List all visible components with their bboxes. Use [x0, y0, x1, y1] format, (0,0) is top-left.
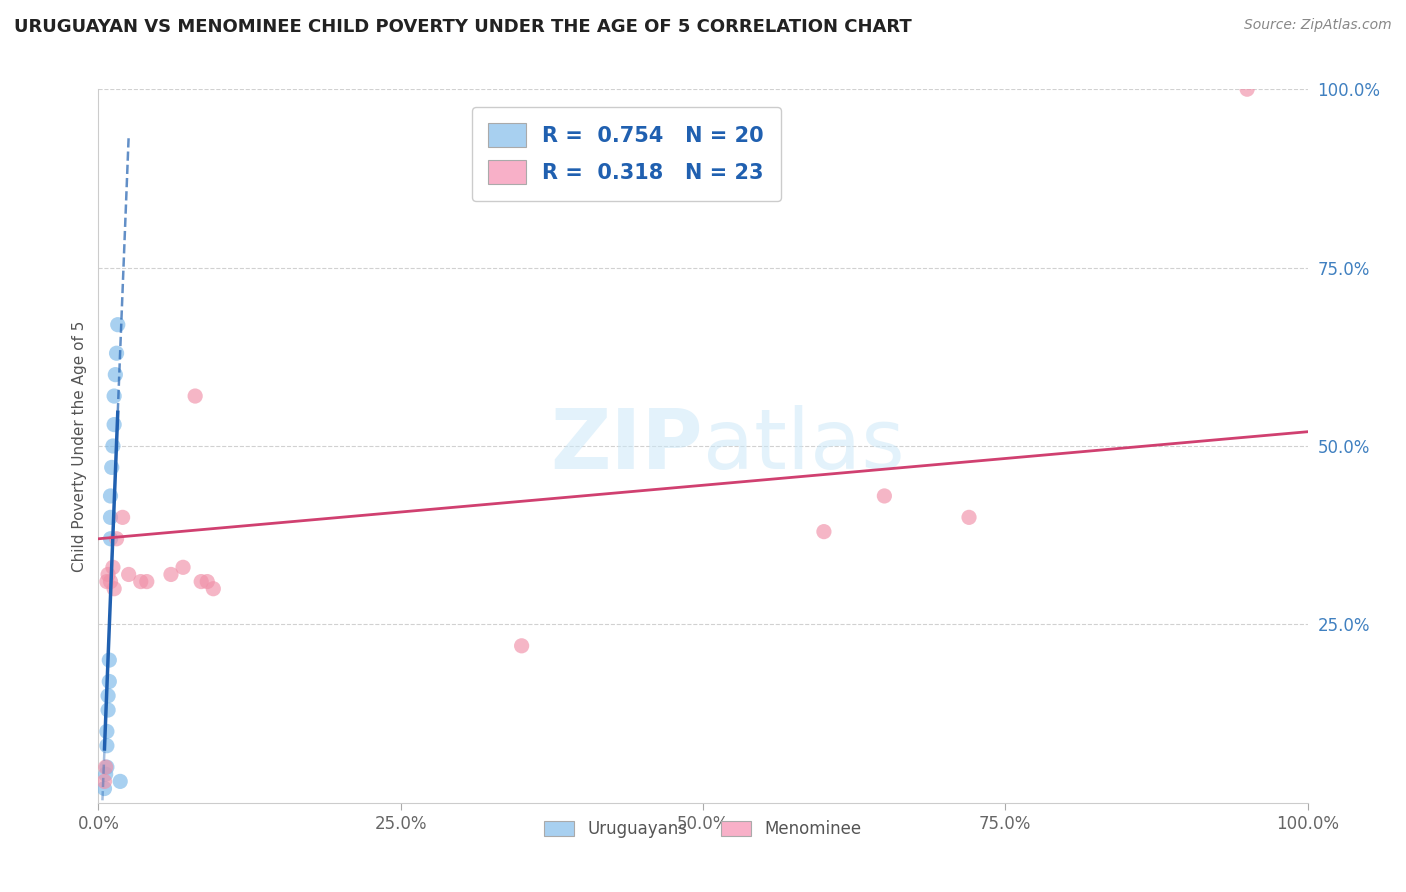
Point — [104, 368, 127, 382]
Point — [96, 574, 118, 589]
Point — [96, 739, 118, 753]
Point — [100, 574, 122, 589]
Point — [118, 567, 141, 582]
Point — [94, 760, 117, 774]
Point — [98, 653, 121, 667]
Point — [510, 639, 533, 653]
Text: atlas: atlas — [703, 406, 904, 486]
Point — [202, 582, 225, 596]
Point — [97, 703, 120, 717]
Y-axis label: Child Poverty Under the Age of 5: Child Poverty Under the Age of 5 — [72, 320, 87, 572]
Point — [107, 318, 129, 332]
Point — [160, 567, 183, 582]
Point — [98, 674, 121, 689]
Text: URUGUAYAN VS MENOMINEE CHILD POVERTY UNDER THE AGE OF 5 CORRELATION CHART: URUGUAYAN VS MENOMINEE CHILD POVERTY UND… — [14, 18, 912, 36]
Point — [190, 574, 212, 589]
Point — [101, 439, 124, 453]
Point — [100, 510, 122, 524]
Point — [100, 460, 122, 475]
Point — [184, 389, 207, 403]
Point — [97, 689, 120, 703]
Point — [957, 510, 980, 524]
Point — [813, 524, 835, 539]
Point — [195, 574, 218, 589]
Point — [873, 489, 896, 503]
Legend: Uruguayans, Menominee: Uruguayans, Menominee — [537, 814, 869, 845]
Point — [135, 574, 157, 589]
Point — [97, 567, 120, 582]
Point — [94, 767, 117, 781]
Point — [129, 574, 152, 589]
Point — [96, 724, 118, 739]
Text: Source: ZipAtlas.com: Source: ZipAtlas.com — [1244, 18, 1392, 32]
Point — [103, 417, 125, 432]
Point — [96, 760, 118, 774]
Point — [103, 389, 125, 403]
Point — [101, 560, 124, 574]
Point — [93, 781, 115, 796]
Point — [108, 774, 131, 789]
Point — [100, 532, 122, 546]
Point — [103, 582, 125, 596]
Point — [1236, 82, 1258, 96]
Point — [172, 560, 194, 574]
Point — [105, 532, 128, 546]
Point — [93, 774, 115, 789]
Text: ZIP: ZIP — [551, 406, 703, 486]
Point — [105, 346, 128, 360]
Point — [111, 510, 134, 524]
Point — [100, 489, 122, 503]
